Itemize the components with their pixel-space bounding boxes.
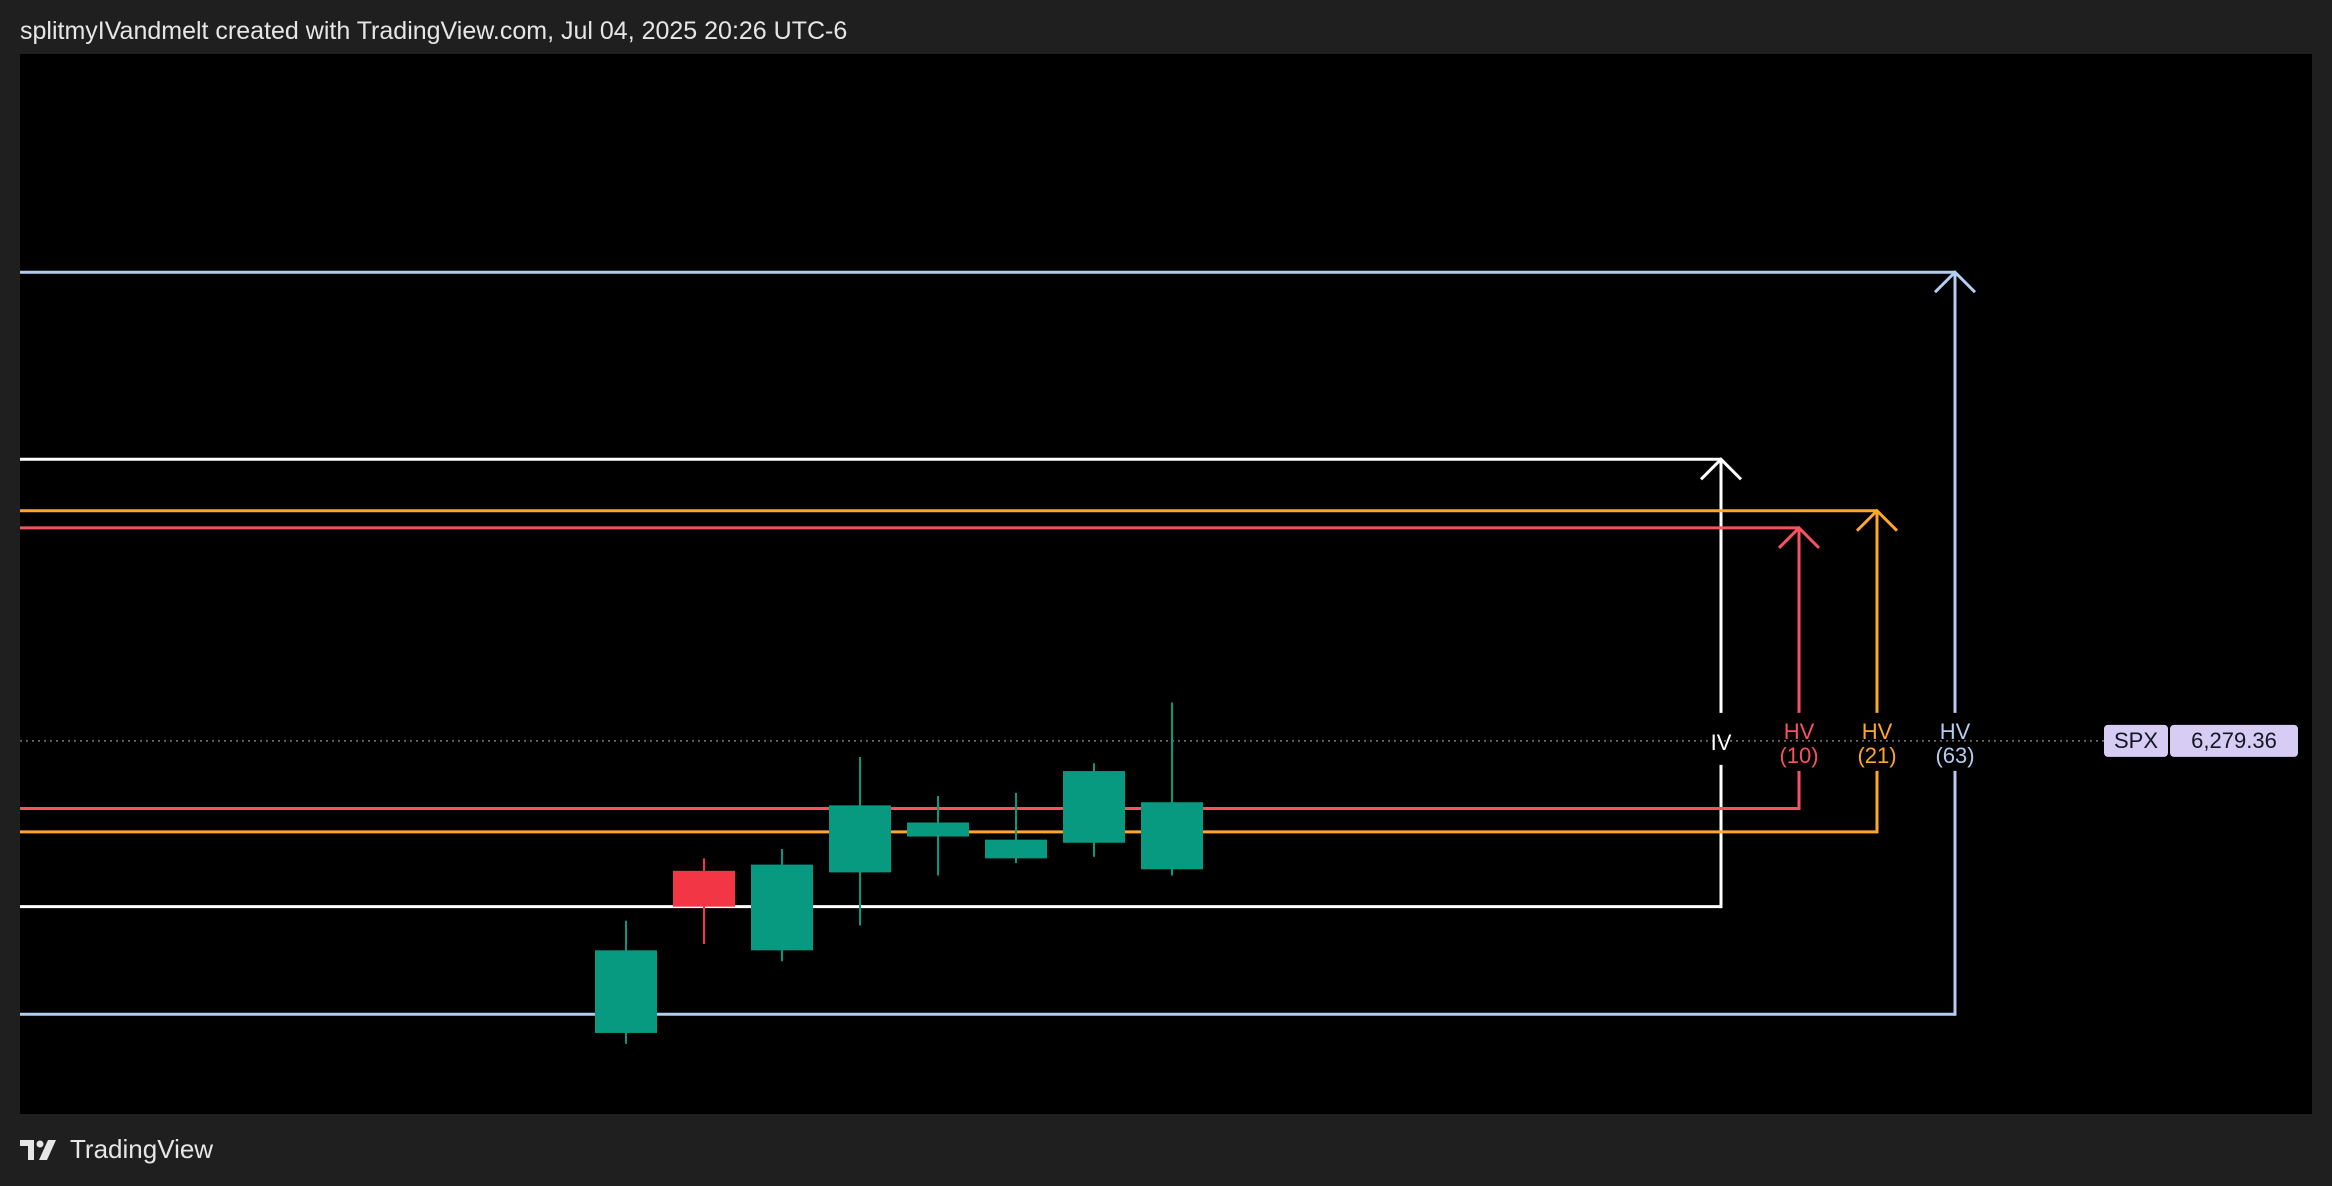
hv10-sublabel: (10) (1779, 743, 1818, 768)
candle-body[interactable] (751, 864, 813, 951)
hv10-arrow-icon (1777, 525, 1821, 549)
candle-body[interactable] (1141, 802, 1203, 870)
chart-area[interactable]: IV HV (10) HV (21) HV (63) SPX 6,279.36 (20, 54, 2312, 1114)
hv63-arrow-icon (1933, 270, 1977, 294)
price-label: 6,279.36 (2191, 728, 2277, 753)
hv63-sublabel: (63) (1935, 743, 1974, 768)
iv-arrow-icon (1699, 457, 1743, 481)
iv-label: IV (1711, 730, 1732, 755)
candle-body[interactable] (1063, 771, 1125, 843)
hv21-label: HV (1862, 719, 1893, 744)
symbol-tag[interactable] (2104, 724, 2168, 757)
candle-body[interactable] (907, 822, 969, 837)
price-chart[interactable]: IV HV(10)HV(21)HV(63)SPX 6,279.36 (20, 54, 2312, 1114)
footer: TradingView (20, 1134, 213, 1165)
symbol-label: SPX (2114, 728, 2158, 753)
tradingview-logo-icon (20, 1139, 56, 1160)
candle-body[interactable] (595, 950, 657, 1033)
hv21-sublabel: (21) (1857, 743, 1896, 768)
hv63-label: HV (1940, 719, 1971, 744)
hv10-label: HV (1784, 719, 1815, 744)
price-tag[interactable] (2170, 724, 2298, 757)
candle-body[interactable] (985, 839, 1047, 859)
tradingview-brand: TradingView (70, 1134, 214, 1164)
chart-attribution: splitmyIVandmelt created with TradingVie… (20, 17, 848, 45)
candle-body[interactable] (829, 805, 891, 873)
hv21-arrow-icon (1855, 508, 1899, 532)
candle-body[interactable] (673, 870, 735, 907)
